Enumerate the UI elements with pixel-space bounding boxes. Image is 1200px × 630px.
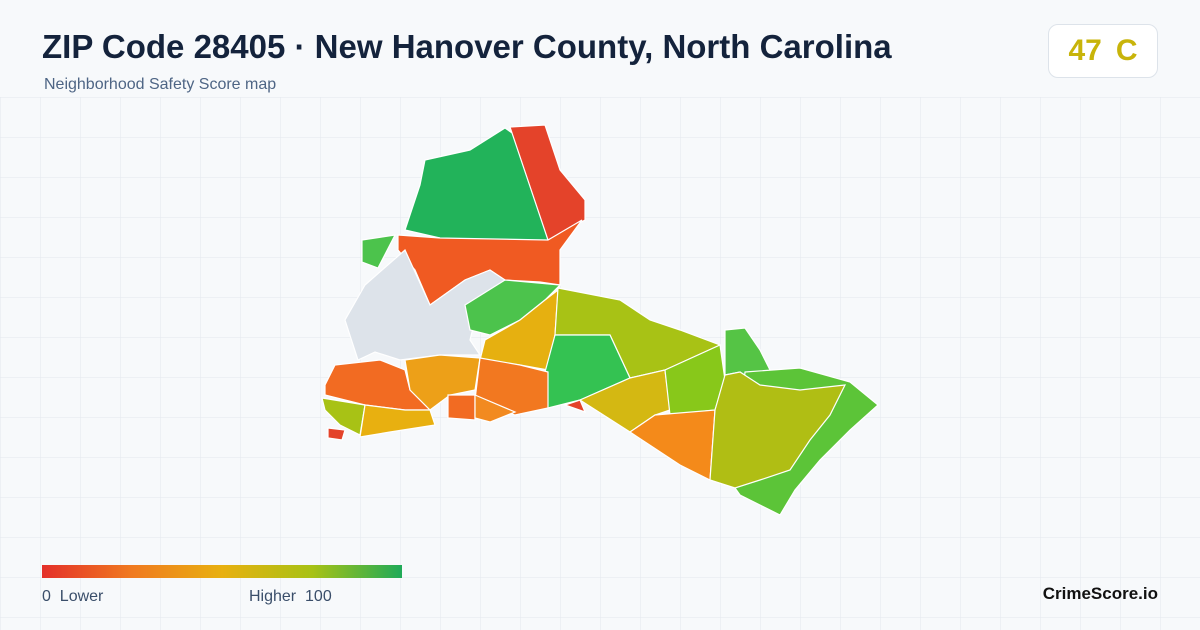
legend-min-label: Lower	[59, 588, 104, 605]
score-badge: 47 C	[1048, 24, 1158, 78]
legend-min-value: 0	[42, 588, 51, 605]
legend-max: Higher 100	[249, 588, 332, 606]
legend-max-label: Higher	[249, 588, 297, 605]
title: ZIP Code 28405 · New Hanover County, Nor…	[42, 28, 892, 65]
legend-max-value: 100	[305, 588, 332, 605]
brand: CrimeScore.io	[1042, 584, 1158, 603]
neighborhoods	[321, 124, 879, 516]
subtitle: Neighborhood Safety Score map	[44, 76, 277, 93]
score-grade: C	[1115, 34, 1138, 67]
legend-min: 0 Lower	[42, 588, 103, 606]
legend-gradient	[42, 565, 402, 578]
score-value: 47	[1068, 34, 1102, 67]
